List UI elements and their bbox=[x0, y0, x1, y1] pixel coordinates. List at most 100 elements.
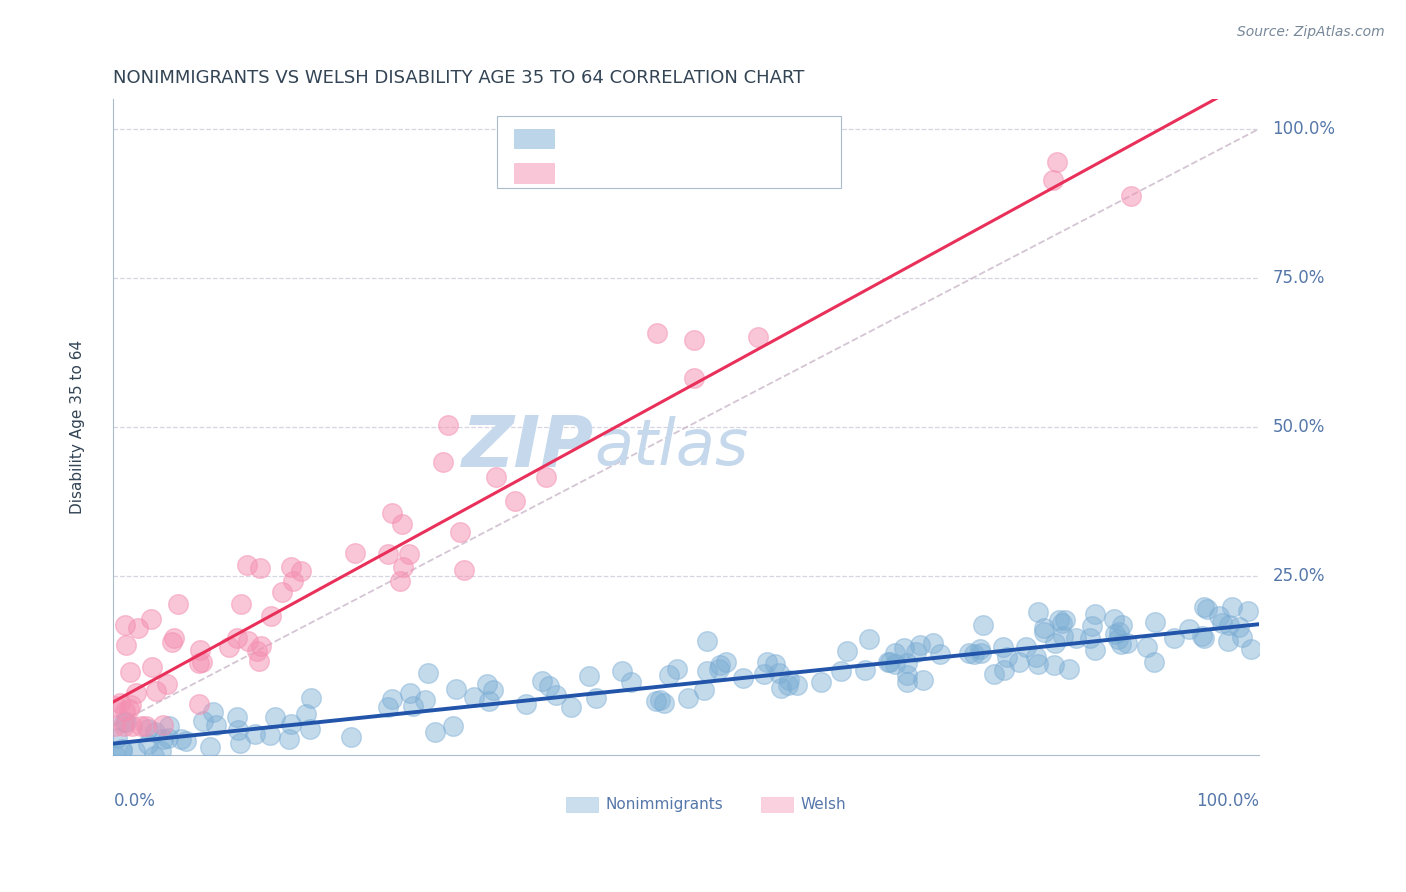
Point bbox=[120, 698, 142, 712]
Point bbox=[896, 674, 918, 689]
Point bbox=[1084, 643, 1107, 657]
Point bbox=[381, 692, 404, 706]
Point bbox=[377, 699, 399, 714]
Point bbox=[136, 737, 159, 751]
Point bbox=[716, 655, 738, 669]
Text: 100.0%: 100.0% bbox=[1272, 120, 1336, 138]
Point bbox=[1052, 629, 1074, 643]
Point bbox=[432, 455, 454, 469]
Point bbox=[1078, 632, 1101, 646]
Point bbox=[1220, 600, 1243, 615]
Point bbox=[1143, 655, 1166, 669]
Point bbox=[972, 618, 994, 632]
Point bbox=[1177, 622, 1199, 636]
Point bbox=[645, 694, 668, 708]
Point bbox=[174, 734, 197, 748]
Point bbox=[896, 656, 918, 670]
Point bbox=[191, 714, 214, 729]
Point bbox=[1121, 189, 1143, 203]
Point bbox=[190, 656, 212, 670]
Point bbox=[534, 470, 557, 484]
Point bbox=[858, 632, 880, 646]
Point bbox=[835, 644, 858, 658]
Point bbox=[693, 682, 716, 697]
Point bbox=[1081, 619, 1104, 633]
Point bbox=[124, 744, 146, 758]
Point bbox=[463, 690, 485, 704]
Point bbox=[114, 704, 136, 718]
Point bbox=[198, 739, 221, 754]
Point bbox=[1007, 655, 1029, 669]
Point bbox=[280, 717, 302, 731]
Point bbox=[763, 657, 786, 671]
Point bbox=[246, 644, 269, 658]
Text: 50.0%: 50.0% bbox=[1272, 418, 1324, 436]
Point bbox=[1191, 629, 1213, 643]
Point bbox=[1192, 599, 1215, 614]
Point bbox=[1232, 631, 1254, 645]
Point bbox=[650, 692, 672, 706]
Point bbox=[537, 679, 560, 693]
Point bbox=[1237, 604, 1260, 618]
Point bbox=[645, 326, 668, 340]
Text: R =  0.607: R = 0.607 bbox=[565, 164, 662, 182]
Point bbox=[413, 692, 436, 706]
Point bbox=[377, 547, 399, 561]
Point bbox=[247, 654, 270, 668]
Point bbox=[163, 631, 186, 645]
Point bbox=[1043, 658, 1066, 673]
Point bbox=[108, 696, 131, 710]
Point bbox=[226, 710, 249, 724]
Point bbox=[1163, 631, 1185, 645]
Point bbox=[778, 673, 800, 687]
Point bbox=[1218, 618, 1240, 632]
Point bbox=[1104, 626, 1126, 640]
Point bbox=[853, 664, 876, 678]
Text: Source: ZipAtlas.com: Source: ZipAtlas.com bbox=[1237, 25, 1385, 39]
Point bbox=[236, 558, 259, 572]
Point bbox=[111, 744, 134, 758]
Point bbox=[281, 574, 304, 588]
Point bbox=[114, 714, 136, 729]
Point bbox=[1026, 605, 1049, 619]
Point bbox=[1111, 618, 1133, 632]
Point bbox=[475, 677, 498, 691]
Point bbox=[810, 674, 832, 689]
Point bbox=[912, 673, 935, 687]
Point bbox=[786, 678, 808, 692]
Point bbox=[1192, 631, 1215, 645]
Point bbox=[1211, 615, 1233, 630]
Point bbox=[778, 678, 800, 692]
Point bbox=[150, 743, 173, 757]
Point bbox=[225, 631, 247, 645]
Point bbox=[145, 684, 167, 698]
Point bbox=[118, 665, 141, 679]
Point bbox=[620, 674, 643, 689]
FancyBboxPatch shape bbox=[498, 116, 841, 188]
Point bbox=[218, 640, 240, 654]
Text: Nonimmigrants: Nonimmigrants bbox=[606, 797, 724, 813]
Text: N =  62: N = 62 bbox=[703, 164, 772, 182]
Point bbox=[1053, 613, 1076, 627]
Text: 0.0%: 0.0% bbox=[114, 791, 155, 810]
Point bbox=[143, 749, 166, 764]
Point bbox=[769, 681, 792, 695]
Point bbox=[290, 564, 312, 578]
Point bbox=[1208, 609, 1230, 624]
Point bbox=[250, 639, 273, 653]
Point bbox=[1066, 632, 1088, 646]
Point bbox=[884, 646, 907, 660]
Point bbox=[170, 731, 193, 746]
Point bbox=[908, 638, 931, 652]
Point bbox=[129, 719, 152, 733]
Text: R =  0.791: R = 0.791 bbox=[565, 129, 662, 147]
Point bbox=[993, 640, 1015, 654]
FancyBboxPatch shape bbox=[565, 797, 598, 812]
Point bbox=[114, 638, 136, 652]
Point bbox=[731, 672, 754, 686]
Point bbox=[295, 707, 318, 722]
Point bbox=[449, 525, 471, 540]
Text: atlas: atlas bbox=[595, 416, 749, 478]
Point bbox=[1015, 640, 1038, 655]
Text: 75.0%: 75.0% bbox=[1272, 269, 1324, 287]
